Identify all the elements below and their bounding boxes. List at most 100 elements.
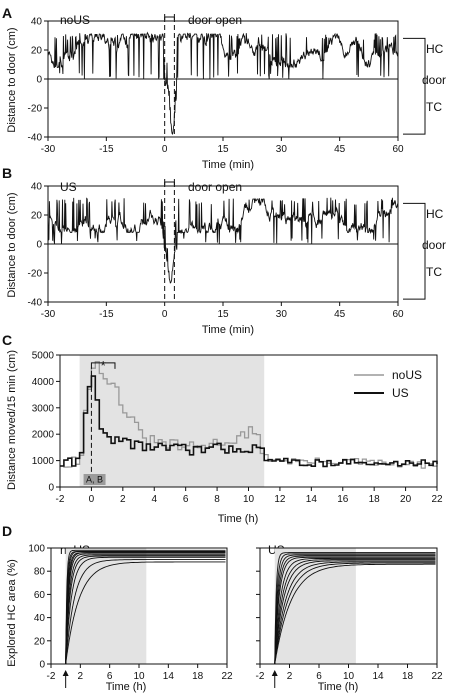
panel-b-zone-tc: TC [426, 265, 442, 279]
explore-curve [65, 556, 226, 665]
explore-curve [274, 553, 436, 665]
y-tick-label: 100 [28, 544, 45, 555]
y-tick-label: 3000 [32, 403, 55, 414]
panel-b: B US door open -40 -20 0 20 40 -30 -15 0 15 30 45… [2, 165, 446, 336]
panel-d-right-shaded-period [274, 548, 356, 664]
panel-b-x-axis-title: Time (min) [202, 324, 254, 336]
y-tick-label: 0 [36, 240, 42, 251]
panel-a-letter: A [2, 5, 12, 21]
explore-curve [274, 563, 436, 665]
explore-curve [274, 560, 436, 665]
panel-b-y-ticks: -40 -20 0 20 40 [28, 182, 48, 309]
y-tick-label: 0 [36, 75, 42, 86]
x-tick-label: 6 [183, 494, 189, 505]
panel-a-door-open-label: door open [188, 13, 242, 27]
y-tick-label: 1000 [32, 456, 55, 467]
explore-curve [274, 556, 436, 665]
explore-curve [65, 554, 226, 665]
x-tick-label: 2 [78, 671, 84, 682]
x-tick-label: 12 [274, 494, 286, 505]
y-tick-label: -20 [28, 104, 43, 115]
x-tick-label: 14 [306, 494, 318, 505]
x-tick-label: 15 [217, 144, 229, 155]
arrow-head [271, 670, 278, 676]
panel-b-trace [47, 197, 399, 284]
y-tick-label: 40 [31, 182, 43, 193]
panel-c-legend-label-nous: noUS [392, 368, 422, 382]
panel-a-x-axis-title: Time (min) [202, 159, 254, 171]
panel-c-legend-label-us: US [392, 386, 409, 400]
x-tick-label: 60 [392, 144, 404, 155]
x-tick-label: 14 [163, 671, 175, 682]
x-tick-label: 10 [343, 671, 355, 682]
trace-line [47, 31, 399, 135]
explore-curve [274, 554, 436, 665]
x-tick-label: 2 [120, 494, 126, 505]
y-tick-label: 40 [31, 17, 43, 28]
explore-curve [274, 562, 436, 665]
panel-b-x-ticks: -30 -15 0 15 30 45 60 [41, 302, 404, 320]
x-tick-label: 0 [162, 309, 168, 320]
panel-d-right-x-ticks: -2 2 6 10 14 18 22 [256, 664, 443, 682]
x-tick-label: 15 [217, 309, 229, 320]
panel-d-left-curves [65, 549, 226, 665]
x-tick-label: 20 [400, 494, 412, 505]
panel-a-x-ticks: -30 -15 0 15 30 45 60 [41, 137, 404, 155]
arrow-head [62, 670, 69, 676]
x-tick-label: 22 [221, 671, 233, 682]
x-tick-label: 18 [402, 671, 414, 682]
panel-b-door-open-label: door open [188, 180, 242, 194]
explore-curve [65, 561, 226, 665]
y-tick-label: -40 [28, 298, 43, 309]
x-tick-label: 4 [151, 494, 157, 505]
panel-c-significance-bracket [90, 362, 116, 369]
x-tick-label: 6 [316, 671, 322, 682]
y-tick-label: 20 [34, 636, 46, 647]
panel-a-zone-bracket [403, 37, 426, 135]
panel-c-ab-box-text: A, B [86, 475, 103, 485]
x-tick-label: 0 [162, 144, 168, 155]
x-tick-label: -2 [256, 671, 265, 682]
explore-curve [274, 557, 436, 665]
panel-d-left-shaded-period [65, 548, 147, 664]
panel-c-series [60, 360, 438, 469]
explore-curve [65, 555, 226, 665]
explore-curve [274, 559, 436, 665]
panel-a-y-ticks: -40 -20 0 20 40 [28, 17, 48, 144]
panel-a-zone-tc: TC [426, 100, 442, 114]
x-tick-label: 2 [287, 671, 293, 682]
series-line-US [60, 375, 438, 468]
explore-curve [274, 555, 436, 665]
series-line-noUS [60, 360, 438, 469]
x-tick-label: 14 [372, 671, 384, 682]
panel-d-right-curves [274, 552, 436, 665]
x-tick-label: -30 [41, 144, 56, 155]
y-tick-label: 0 [48, 483, 54, 494]
panel-c-x-ticks: -2 0 2 4 6 8 10 12 14 16 18 20 22 [56, 487, 443, 505]
y-tick-label: 80 [34, 567, 46, 578]
x-tick-label: 45 [334, 309, 346, 320]
panel-d-y-axis-title: Explored HC area (%) [6, 559, 18, 667]
explore-curve [274, 561, 436, 665]
x-tick-label: -15 [99, 144, 114, 155]
panel-b-zone-door: door [422, 238, 446, 252]
zone-bracket-line [403, 37, 426, 135]
explore-curve [274, 552, 436, 665]
panel-c-letter: C [2, 332, 12, 348]
x-tick-label: 6 [107, 671, 113, 682]
x-tick-label: 45 [334, 144, 346, 155]
y-tick-label: -40 [28, 133, 43, 144]
panel-d-left-x-axis-title: Time (h) [106, 681, 147, 693]
y-tick-label: 60 [34, 590, 46, 601]
panel-c-y-axis-title: Distance moved/15 min (cm) [6, 350, 18, 490]
panel-b-door-open-dashed-lines [164, 182, 175, 302]
y-tick-label: 20 [31, 211, 43, 222]
panel-a: A noUS door open -40 -20 0 20 40 -30 -15 0 15 30… [2, 5, 446, 171]
panel-c-y-ticks: 0 1000 2000 3000 4000 5000 [32, 351, 60, 494]
x-tick-label: 8 [214, 494, 220, 505]
y-tick-label: 20 [31, 46, 43, 57]
explore-curve [65, 559, 226, 665]
